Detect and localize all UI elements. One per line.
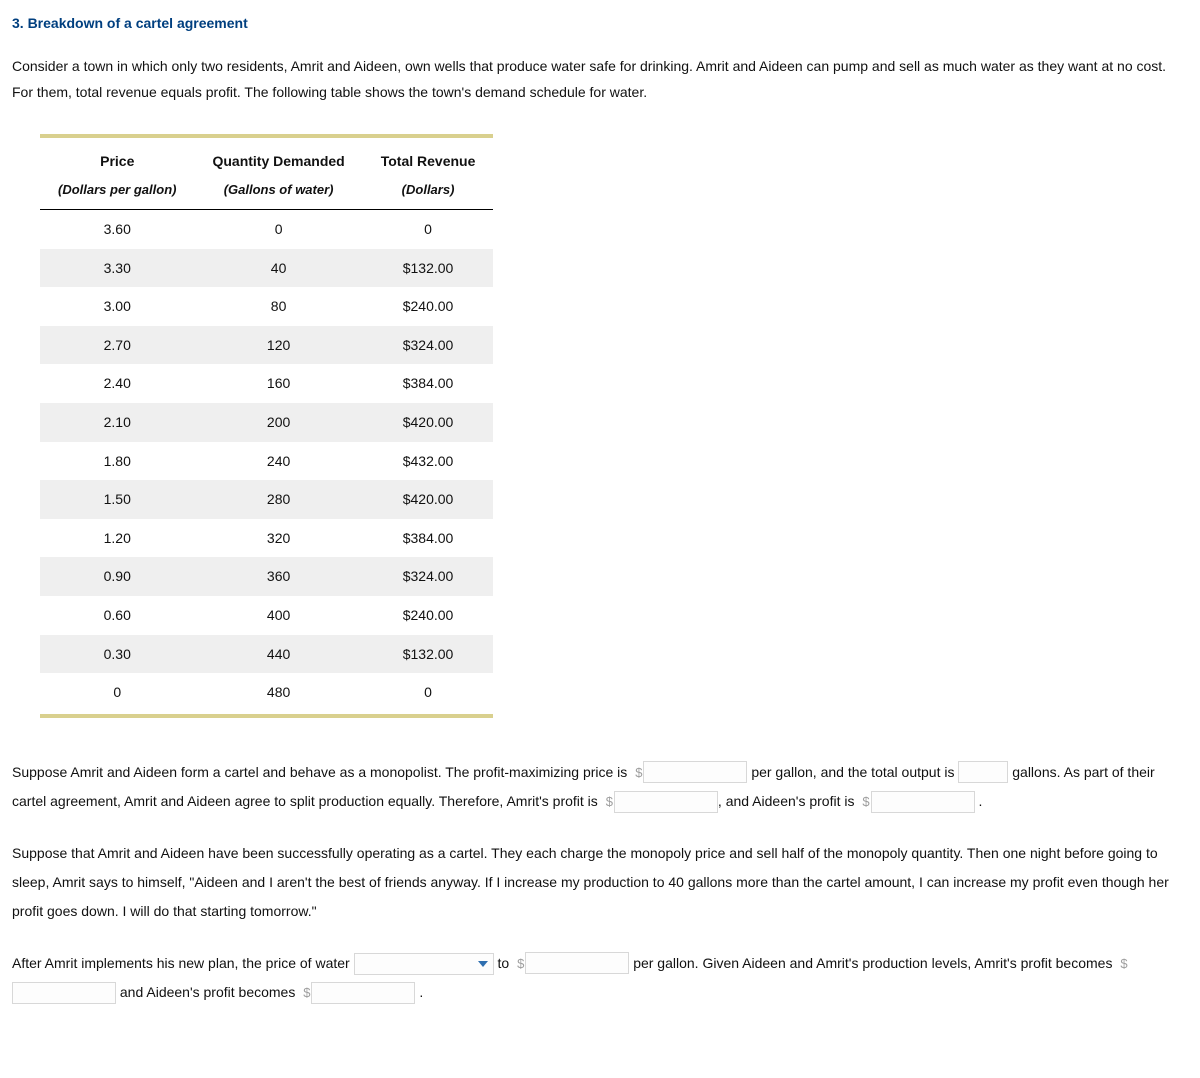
table-row: 04800 <box>40 673 493 712</box>
table-cell-qty: 320 <box>194 519 362 558</box>
dollar-sign: $ <box>1120 956 1127 971</box>
table-cell-price: 1.20 <box>40 519 194 558</box>
table-cell-qty: 440 <box>194 635 362 674</box>
table-cell-price: 0.60 <box>40 596 194 635</box>
table-cell-rev: $240.00 <box>363 596 494 635</box>
table-cell-rev: $420.00 <box>363 480 494 519</box>
input-new-price[interactable] <box>525 952 629 974</box>
table-cell-rev: 0 <box>363 673 494 712</box>
col-qty-sub: (Gallons of water) <box>194 176 362 209</box>
table-row: 3.3040$132.00 <box>40 249 493 288</box>
table-cell-price: 2.40 <box>40 364 194 403</box>
table-cell-qty: 360 <box>194 557 362 596</box>
select-price-direction[interactable] <box>354 953 494 975</box>
demand-table-wrap: Price Quantity Demanded Total Revenue (D… <box>40 134 1188 718</box>
col-rev-sub: (Dollars) <box>363 176 494 209</box>
table-cell-rev: $132.00 <box>363 249 494 288</box>
table-cell-qty: 200 <box>194 403 362 442</box>
p1-text-1: Suppose Amrit and Aideen form a cartel a… <box>12 764 627 780</box>
table-cell-price: 0 <box>40 673 194 712</box>
table-row: 2.10200$420.00 <box>40 403 493 442</box>
table-cell-rev: 0 <box>363 210 494 249</box>
table-cell-rev: $240.00 <box>363 287 494 326</box>
table-cell-price: 2.10 <box>40 403 194 442</box>
input-aideen-profit-2[interactable] <box>311 982 415 1004</box>
input-aideen-profit-1[interactable] <box>871 791 975 813</box>
paragraph-2: Suppose that Amrit and Aideen have been … <box>12 839 1188 927</box>
col-price-title: Price <box>40 146 194 177</box>
table-cell-qty: 80 <box>194 287 362 326</box>
table-row: 0.90360$324.00 <box>40 557 493 596</box>
p1-text-2: per gallon, and the total output is <box>751 764 954 780</box>
table-row: 0.30440$132.00 <box>40 635 493 674</box>
table-cell-qty: 280 <box>194 480 362 519</box>
paragraph-3: After Amrit implements his new plan, the… <box>12 949 1188 1008</box>
table-cell-rev: $324.00 <box>363 326 494 365</box>
dollar-sign: $ <box>635 765 642 780</box>
table-cell-price: 2.70 <box>40 326 194 365</box>
input-amrit-profit-1[interactable] <box>614 791 718 813</box>
dollar-sign: $ <box>517 956 524 971</box>
dollar-sign: $ <box>606 794 613 809</box>
p3-text-3: per gallon. Given Aideen and Amrit's pro… <box>633 955 1112 971</box>
chevron-down-icon <box>477 958 489 970</box>
table-row: 3.6000 <box>40 210 493 249</box>
dollar-sign: $ <box>303 985 310 1000</box>
input-amrit-profit-2[interactable] <box>12 982 116 1004</box>
table-cell-price: 3.00 <box>40 287 194 326</box>
question-heading: 3. Breakdown of a cartel agreement <box>12 10 1188 37</box>
table-row: 1.20320$384.00 <box>40 519 493 558</box>
table-cell-price: 0.90 <box>40 557 194 596</box>
table-cell-rev: $432.00 <box>363 442 494 481</box>
table-cell-qty: 400 <box>194 596 362 635</box>
table-row: 1.50280$420.00 <box>40 480 493 519</box>
table-cell-rev: $420.00 <box>363 403 494 442</box>
table-cell-qty: 120 <box>194 326 362 365</box>
table-cell-qty: 480 <box>194 673 362 712</box>
col-rev-title: Total Revenue <box>363 146 494 177</box>
intro-paragraph: Consider a town in which only two reside… <box>12 53 1188 106</box>
table-cell-qty: 40 <box>194 249 362 288</box>
table-cell-rev: $384.00 <box>363 364 494 403</box>
table-cell-price: 0.30 <box>40 635 194 674</box>
p3-text-5: . <box>419 984 423 1000</box>
table-cell-qty: 240 <box>194 442 362 481</box>
col-price-sub: (Dollars per gallon) <box>40 176 194 209</box>
demand-table: Price Quantity Demanded Total Revenue (D… <box>40 134 493 718</box>
table-cell-rev: $384.00 <box>363 519 494 558</box>
input-total-output[interactable] <box>958 761 1008 783</box>
table-cell-rev: $324.00 <box>363 557 494 596</box>
table-row: 1.80240$432.00 <box>40 442 493 481</box>
table-row: 2.40160$384.00 <box>40 364 493 403</box>
input-monopoly-price[interactable] <box>643 761 747 783</box>
p3-text-4: and Aideen's profit becomes <box>120 984 295 1000</box>
table-cell-qty: 160 <box>194 364 362 403</box>
dollar-sign: $ <box>862 794 869 809</box>
p1-text-4: , and Aideen's profit is <box>718 793 855 809</box>
p3-text-2: to <box>497 955 509 971</box>
table-row: 0.60400$240.00 <box>40 596 493 635</box>
p3-text-1: After Amrit implements his new plan, the… <box>12 955 350 971</box>
paragraph-1: Suppose Amrit and Aideen form a cartel a… <box>12 758 1188 817</box>
table-row: 2.70120$324.00 <box>40 326 493 365</box>
table-cell-qty: 0 <box>194 210 362 249</box>
table-cell-price: 3.30 <box>40 249 194 288</box>
p1-text-5: . <box>978 793 982 809</box>
col-qty-title: Quantity Demanded <box>194 146 362 177</box>
table-cell-price: 1.50 <box>40 480 194 519</box>
table-cell-rev: $132.00 <box>363 635 494 674</box>
table-cell-price: 1.80 <box>40 442 194 481</box>
table-row: 3.0080$240.00 <box>40 287 493 326</box>
table-cell-price: 3.60 <box>40 210 194 249</box>
